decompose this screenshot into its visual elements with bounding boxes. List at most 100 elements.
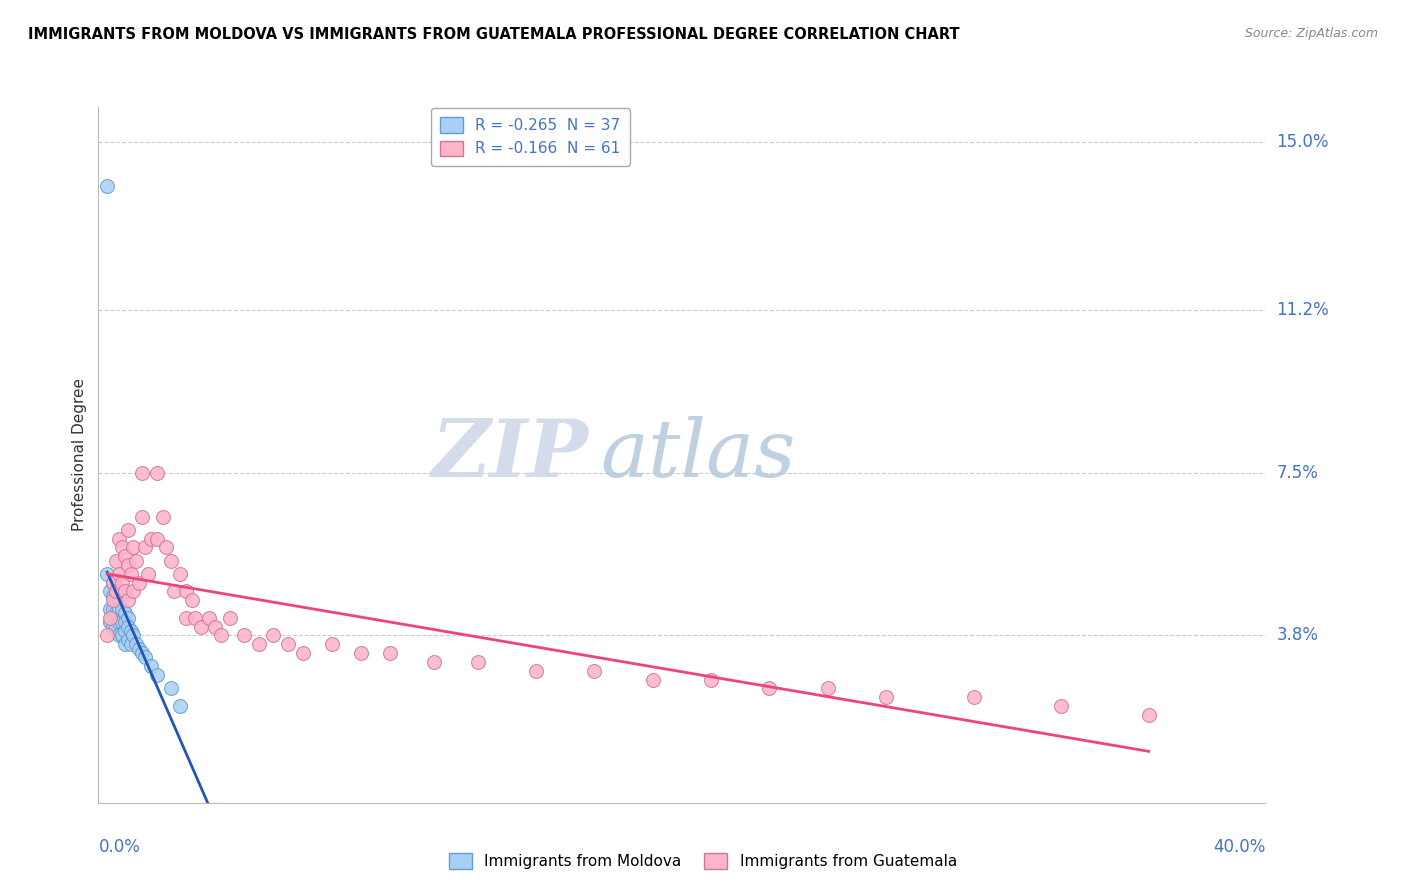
Point bbox=[378, 646, 402, 660]
Point bbox=[96, 628, 118, 642]
Y-axis label: Professional Degree: Professional Degree bbox=[72, 378, 87, 532]
Text: atlas: atlas bbox=[600, 417, 796, 493]
Point bbox=[180, 593, 202, 607]
Point bbox=[233, 628, 256, 642]
Point bbox=[111, 541, 134, 555]
Point bbox=[98, 611, 121, 625]
Point bbox=[700, 673, 723, 687]
Point bbox=[198, 611, 221, 625]
Point bbox=[183, 611, 205, 625]
Point bbox=[262, 628, 284, 642]
Point bbox=[174, 584, 197, 599]
Text: IMMIGRANTS FROM MOLDOVA VS IMMIGRANTS FROM GUATEMALA PROFESSIONAL DEGREE CORRELA: IMMIGRANTS FROM MOLDOVA VS IMMIGRANTS FR… bbox=[28, 27, 960, 42]
Point bbox=[155, 541, 177, 555]
Point bbox=[190, 620, 212, 634]
Point bbox=[114, 549, 136, 564]
Point bbox=[277, 637, 299, 651]
Point bbox=[146, 466, 169, 480]
Point bbox=[163, 584, 186, 599]
Point bbox=[117, 611, 139, 625]
Point bbox=[321, 637, 343, 651]
Text: Source: ZipAtlas.com: Source: ZipAtlas.com bbox=[1244, 27, 1378, 40]
Point bbox=[524, 664, 547, 678]
Point bbox=[128, 641, 150, 656]
Legend: Immigrants from Moldova, Immigrants from Guatemala: Immigrants from Moldova, Immigrants from… bbox=[443, 847, 963, 875]
Point bbox=[139, 532, 162, 546]
Point bbox=[209, 628, 232, 642]
Point bbox=[169, 698, 191, 713]
Point bbox=[104, 553, 127, 567]
Text: 11.2%: 11.2% bbox=[1277, 301, 1329, 318]
Text: 7.5%: 7.5% bbox=[1277, 464, 1319, 482]
Text: 0.0%: 0.0% bbox=[98, 838, 141, 855]
Point bbox=[104, 584, 127, 599]
Point bbox=[136, 566, 159, 581]
Point bbox=[218, 611, 240, 625]
Point bbox=[204, 620, 226, 634]
Point bbox=[120, 624, 142, 638]
Point bbox=[174, 611, 197, 625]
Point bbox=[114, 607, 136, 621]
Point bbox=[101, 620, 124, 634]
Point bbox=[101, 602, 124, 616]
Point bbox=[108, 628, 131, 642]
Point bbox=[101, 589, 124, 603]
Point bbox=[117, 558, 139, 572]
Point bbox=[104, 607, 127, 621]
Point bbox=[817, 681, 839, 696]
Point bbox=[131, 466, 153, 480]
Point bbox=[139, 659, 162, 673]
Point bbox=[160, 681, 183, 696]
Point bbox=[152, 509, 174, 524]
Point bbox=[1050, 698, 1073, 713]
Point bbox=[98, 584, 121, 599]
Point bbox=[111, 628, 134, 642]
Point bbox=[108, 566, 131, 581]
Point bbox=[108, 602, 131, 616]
Text: 15.0%: 15.0% bbox=[1277, 133, 1329, 152]
Point bbox=[160, 553, 183, 567]
Point bbox=[108, 615, 131, 630]
Point bbox=[134, 650, 156, 665]
Point bbox=[111, 615, 134, 630]
Point bbox=[131, 646, 153, 660]
Point bbox=[114, 637, 136, 651]
Point bbox=[98, 615, 121, 630]
Point bbox=[117, 523, 139, 537]
Point bbox=[104, 620, 127, 634]
Point bbox=[117, 593, 139, 607]
Point bbox=[122, 628, 145, 642]
Point bbox=[125, 637, 148, 651]
Point bbox=[96, 566, 118, 581]
Point bbox=[114, 615, 136, 630]
Point bbox=[108, 532, 131, 546]
Point bbox=[120, 637, 142, 651]
Point bbox=[114, 584, 136, 599]
Text: ZIP: ZIP bbox=[432, 417, 589, 493]
Point bbox=[146, 668, 169, 682]
Point bbox=[111, 575, 134, 590]
Point bbox=[1137, 707, 1160, 722]
Point bbox=[120, 566, 142, 581]
Legend: R = -0.265  N = 37, R = -0.166  N = 61: R = -0.265 N = 37, R = -0.166 N = 61 bbox=[430, 108, 630, 166]
Point bbox=[98, 602, 121, 616]
Point bbox=[875, 690, 897, 705]
Point bbox=[114, 624, 136, 638]
Point bbox=[146, 532, 169, 546]
Point bbox=[101, 575, 124, 590]
Point bbox=[128, 575, 150, 590]
Point bbox=[131, 509, 153, 524]
Point bbox=[423, 655, 446, 669]
Point bbox=[122, 541, 145, 555]
Point bbox=[101, 593, 124, 607]
Point bbox=[247, 637, 270, 651]
Point bbox=[758, 681, 780, 696]
Point bbox=[111, 602, 134, 616]
Point bbox=[125, 553, 148, 567]
Point bbox=[117, 620, 139, 634]
Point bbox=[350, 646, 373, 660]
Point bbox=[117, 632, 139, 647]
Point bbox=[169, 566, 191, 581]
Point bbox=[122, 584, 145, 599]
Point bbox=[962, 690, 984, 705]
